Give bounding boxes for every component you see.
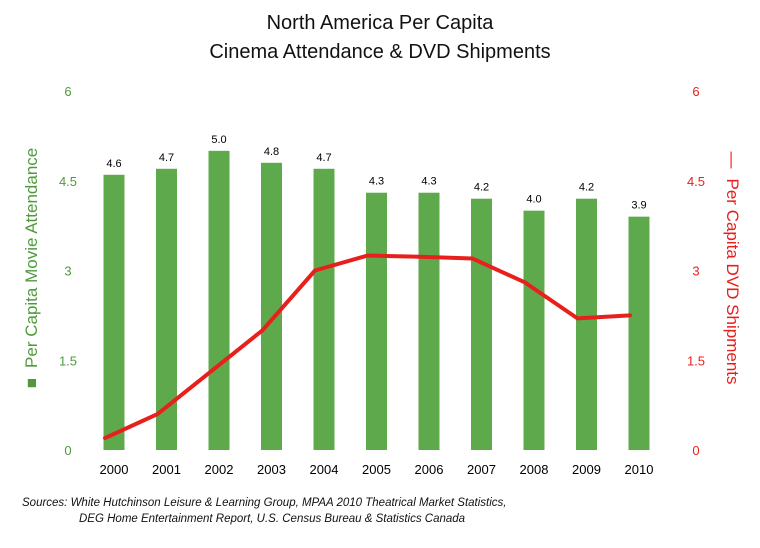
source-line-2: DEG Home Entertainment Report, U.S. Cens… <box>79 513 466 525</box>
bar-2002 <box>208 150 230 451</box>
category-label-2005: 2005 <box>362 462 391 477</box>
category-label-2004: 2004 <box>310 462 339 477</box>
chart-title-line1: North America Per Capita <box>267 12 495 34</box>
bar-label-2003: 4.8 <box>264 146 279 158</box>
chart-title-line2: Cinema Attendance & DVD Shipments <box>209 41 550 63</box>
bar-2009 <box>576 198 597 450</box>
left-axis-title-text: Per Capita Movie Attendance <box>22 148 41 368</box>
right-tick-label: 6 <box>692 84 699 99</box>
bar-label-2005: 4.3 <box>369 176 384 188</box>
left-axis-title-group: ■ Per Capita Movie Attendance <box>22 148 41 388</box>
bar-label-2000: 4.6 <box>106 158 121 170</box>
right-tick-label: 1.5 <box>687 353 705 368</box>
bar-label-2007: 4.2 <box>474 182 489 194</box>
bar-label-2010: 3.9 <box>631 200 646 212</box>
category-label-2002: 2002 <box>205 462 234 477</box>
bar-2010 <box>628 216 650 450</box>
bar-label-2009: 4.2 <box>579 182 594 194</box>
bar-2006 <box>418 192 440 450</box>
category-label-2009: 2009 <box>572 462 601 477</box>
left-tick-label: 4.5 <box>59 174 77 189</box>
category-label-2007: 2007 <box>467 462 496 477</box>
right-axis-title-text: Per Capita DVD Shipments <box>723 179 742 385</box>
left-tick-label: 1.5 <box>59 353 77 368</box>
attendance-bars <box>103 150 650 451</box>
bar-2003 <box>261 162 282 451</box>
bar-2005 <box>366 192 387 450</box>
category-label-2010: 2010 <box>625 462 654 477</box>
bar-label-2004: 4.7 <box>316 152 331 164</box>
right-tick-label: 4.5 <box>687 174 705 189</box>
right-tick-label: 3 <box>692 264 699 279</box>
category-label-2003: 2003 <box>257 462 286 477</box>
right-axis-ticks: 0 1.5 3 4.5 6 <box>687 84 705 458</box>
left-axis-title: ■ Per Capita Movie Attendance <box>22 148 41 388</box>
source-note: Sources: White Hutchinson Leisure & Lear… <box>22 495 507 527</box>
attendance-data-labels: 4.6 4.7 5.0 4.8 4.7 4.3 4.3 4.2 4.0 4.2 3.9 <box>106 134 646 212</box>
category-label-2008: 2008 <box>520 462 549 477</box>
left-axis-ticks: 0 1.5 3 4.5 6 <box>59 84 77 458</box>
bar-2001 <box>156 168 177 451</box>
left-tick-label: 6 <box>64 84 71 99</box>
left-tick-label: 0 <box>64 443 71 458</box>
left-legend-marker: ■ <box>22 378 41 388</box>
bar-2000 <box>103 174 125 450</box>
category-label-2006: 2006 <box>415 462 444 477</box>
right-legend-marker: — <box>723 152 742 169</box>
bar-2007 <box>471 198 492 450</box>
right-axis-title-group: — Per Capita DVD Shipments <box>723 152 742 385</box>
source-line-1: Sources: White Hutchinson Leisure & Lear… <box>22 497 507 509</box>
bar-label-2002: 5.0 <box>211 134 226 146</box>
bar-2008 <box>523 210 545 450</box>
category-label-2000: 2000 <box>100 462 129 477</box>
bar-label-2001: 4.7 <box>159 152 174 164</box>
dvd-shipments-line <box>103 253 632 441</box>
left-tick-label: 3 <box>64 264 71 279</box>
bar-label-2006: 4.3 <box>421 176 436 188</box>
right-axis-title: — Per Capita DVD Shipments <box>723 152 742 385</box>
x-axis-ticks: 2000 2001 2002 2003 2004 2005 2006 2007 2008 2009… <box>100 462 654 477</box>
bar-label-2008: 4.0 <box>526 194 541 206</box>
bar-2004 <box>313 168 335 451</box>
right-tick-label: 0 <box>692 443 699 458</box>
category-label-2001: 2001 <box>152 462 181 477</box>
